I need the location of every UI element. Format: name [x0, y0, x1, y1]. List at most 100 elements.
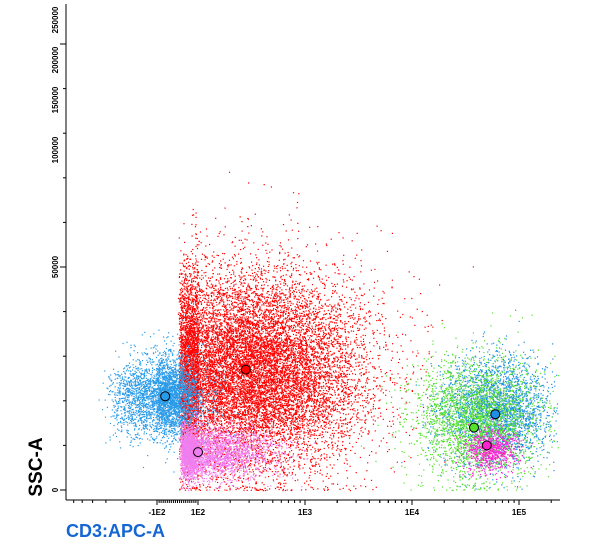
data-point [293, 257, 294, 258]
data-point [369, 310, 370, 311]
data-point [367, 395, 368, 396]
data-point [227, 269, 228, 270]
data-point [309, 337, 310, 338]
data-point [375, 420, 376, 421]
data-point [198, 435, 199, 436]
data-point [362, 295, 363, 296]
data-point [237, 348, 238, 349]
data-point [269, 368, 270, 369]
data-point [368, 311, 369, 312]
data-point [317, 251, 318, 252]
data-point [337, 448, 338, 449]
data-point [241, 421, 242, 422]
data-point [268, 414, 269, 415]
data-point [285, 345, 286, 346]
data-point [347, 353, 348, 354]
data-point [311, 289, 312, 290]
data-point [323, 364, 324, 365]
data-point [218, 288, 219, 289]
data-point [297, 238, 298, 239]
data-point [307, 437, 308, 438]
data-point [248, 352, 249, 353]
data-point [392, 412, 393, 413]
data-point [244, 377, 245, 378]
data-point [287, 256, 288, 257]
data-point [247, 226, 248, 227]
data-point [315, 288, 316, 289]
data-point [309, 416, 310, 417]
data-point [256, 395, 257, 396]
data-point [195, 224, 196, 225]
data-point [235, 284, 236, 285]
data-point [358, 345, 359, 346]
data-point [295, 351, 296, 352]
data-point [219, 263, 220, 264]
data-point [241, 359, 242, 360]
data-point [237, 385, 238, 386]
data-point [328, 355, 329, 356]
data-point [327, 473, 328, 474]
data-point [348, 337, 349, 338]
data-point [322, 352, 323, 353]
data-point [221, 421, 222, 422]
data-point [329, 401, 330, 402]
data-point [344, 382, 345, 383]
data-point [252, 370, 253, 371]
data-point [343, 410, 344, 411]
data-point [344, 326, 345, 327]
data-point [202, 320, 203, 321]
data-point [268, 378, 269, 379]
data-point [263, 428, 264, 429]
data-point [308, 441, 309, 442]
data-point [288, 321, 289, 322]
data-point [236, 431, 237, 432]
data-point [326, 408, 327, 409]
data-point [410, 457, 411, 458]
data-point [206, 386, 207, 387]
data-point [413, 366, 414, 367]
data-point [186, 309, 187, 310]
data-point [224, 423, 225, 424]
data-point [318, 415, 319, 416]
data-point [204, 318, 205, 319]
data-point [200, 341, 201, 342]
data-point [297, 364, 298, 365]
data-point [323, 481, 324, 482]
data-point [298, 411, 299, 412]
data-point [245, 337, 246, 338]
data-point [385, 349, 386, 350]
data-point [278, 286, 279, 287]
data-point [184, 325, 185, 326]
data-point [297, 223, 298, 224]
data-point [212, 270, 213, 271]
data-point [243, 301, 244, 302]
data-point [326, 376, 327, 377]
data-point [178, 298, 179, 299]
data-point [357, 347, 358, 348]
data-point [300, 438, 301, 439]
data-point [373, 380, 374, 381]
data-point [326, 476, 327, 477]
data-point [227, 282, 228, 283]
data-point [292, 472, 293, 473]
data-point [272, 291, 273, 292]
data-point [293, 325, 294, 326]
data-point [334, 402, 335, 403]
data-point [293, 373, 294, 374]
data-point [378, 313, 379, 314]
data-point [290, 467, 291, 468]
data-point [320, 433, 321, 434]
data-point [275, 447, 276, 448]
data-point [356, 334, 357, 335]
data-point [203, 317, 204, 318]
data-point [251, 270, 252, 271]
data-point [222, 253, 223, 254]
data-point [231, 318, 232, 319]
data-point [286, 462, 287, 463]
data-point [287, 407, 288, 408]
data-point [259, 349, 260, 350]
data-point [314, 414, 315, 415]
data-point [277, 314, 278, 315]
data-point [382, 316, 383, 317]
data-point [274, 393, 275, 394]
